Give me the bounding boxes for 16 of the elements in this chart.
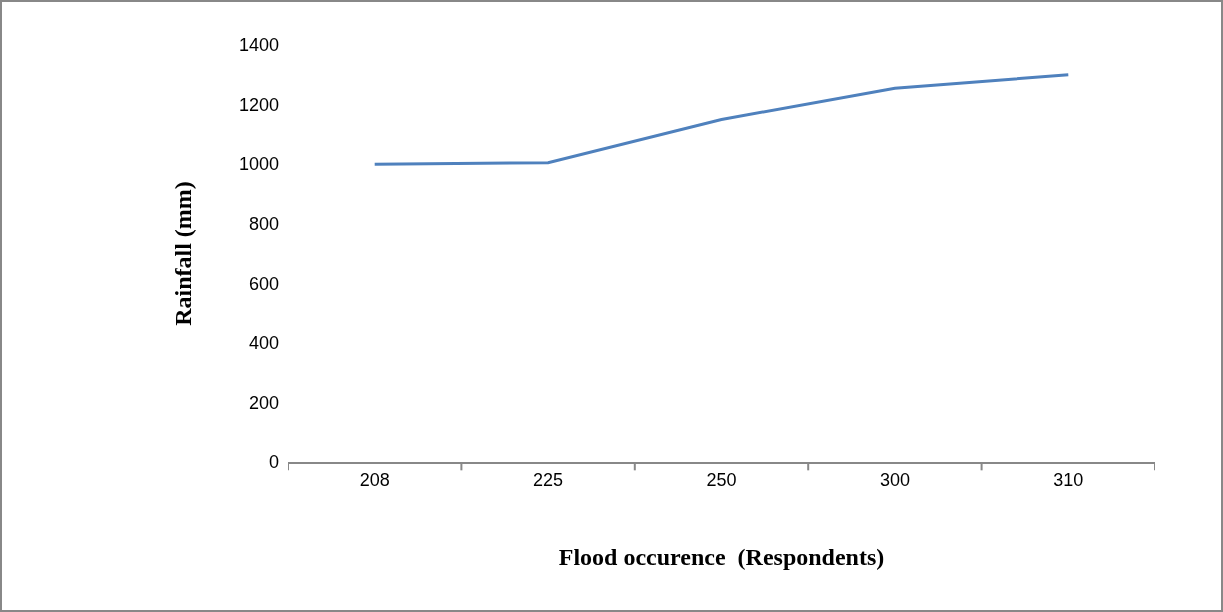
y-tick-label: 800	[248, 214, 279, 235]
y-tick-label: 400	[248, 333, 279, 354]
x-axis-title: Flood occurence (Respondents)	[558, 544, 885, 571]
y-tick-label: 1400	[238, 35, 279, 56]
x-tick-label: 250	[706, 469, 737, 490]
x-tick-label: 225	[533, 469, 564, 490]
y-tick-label: 600	[248, 273, 279, 294]
line-series	[373, 73, 1070, 166]
y-tick-label: 1200	[238, 94, 279, 115]
x-tick-label: 300	[879, 469, 910, 490]
x-tick-label: 310	[1053, 469, 1084, 490]
y-axis-title: Rainfall (mm)	[170, 181, 197, 326]
x-tick-label: 208	[359, 469, 390, 490]
y-tick-label: 0	[268, 452, 279, 473]
y-tick-label: 200	[248, 392, 279, 413]
y-tick-label: 1000	[238, 154, 279, 175]
